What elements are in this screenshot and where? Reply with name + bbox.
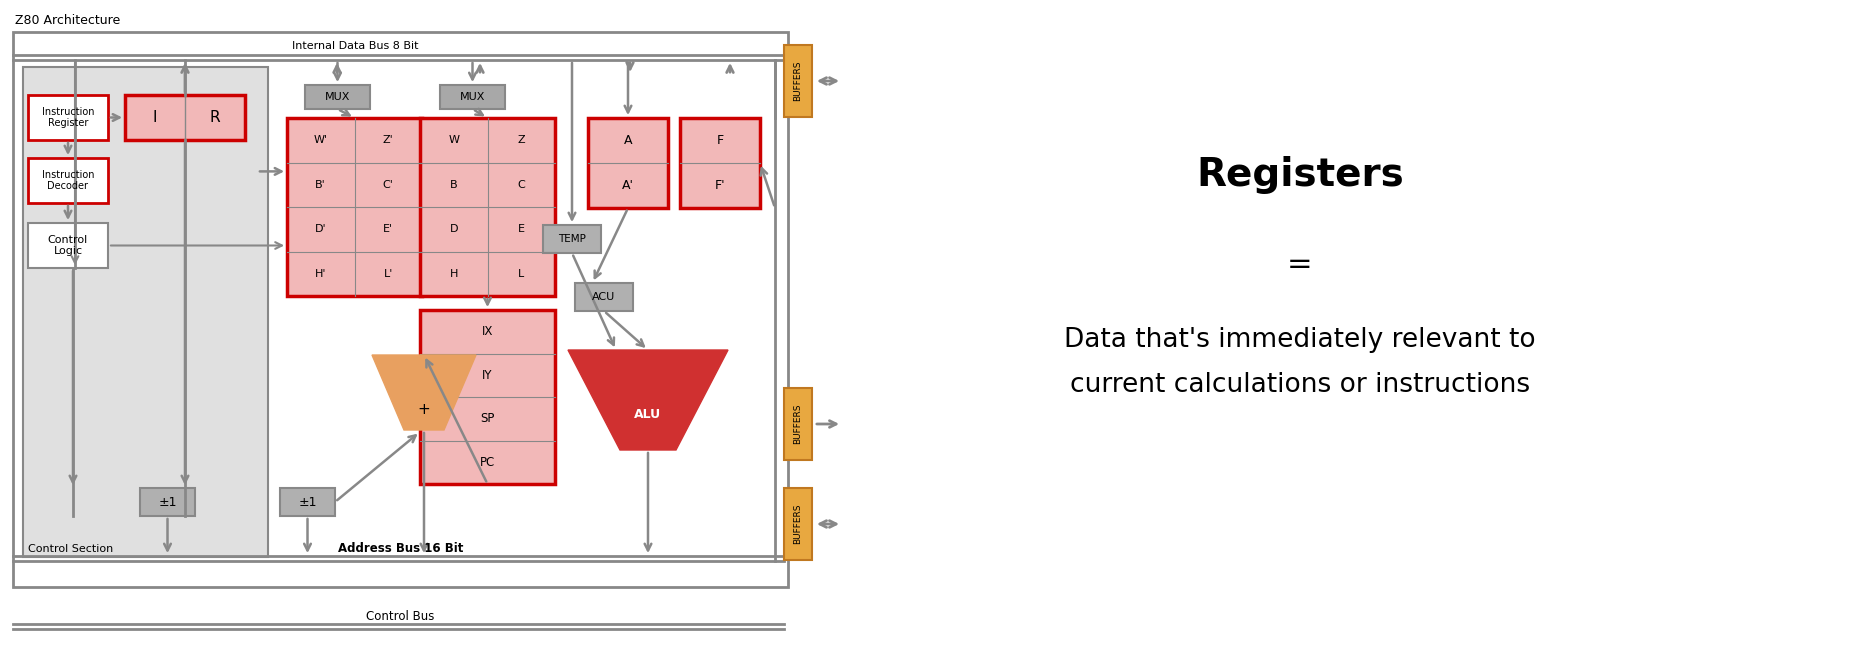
Text: ALU: ALU [634, 409, 662, 421]
Text: Internal Data Bus 8 Bit: Internal Data Bus 8 Bit [292, 41, 419, 51]
Text: Data that's immediately relevant to: Data that's immediately relevant to [1064, 327, 1535, 353]
Text: =: = [1287, 251, 1313, 279]
Bar [13, 32, 787, 587]
Bar [140, 488, 194, 516]
Bar [574, 283, 634, 311]
Bar [421, 310, 555, 484]
Text: H: H [449, 269, 458, 279]
Text: Instruction
Register: Instruction Register [41, 107, 94, 128]
Text: PC: PC [481, 456, 496, 469]
Text: Address Bus 16 Bit: Address Bus 16 Bit [338, 541, 464, 555]
Bar [125, 95, 245, 140]
Text: B': B' [316, 180, 325, 190]
Text: R: R [209, 110, 221, 125]
Polygon shape [372, 355, 477, 430]
Bar [587, 118, 668, 208]
Bar [28, 95, 108, 140]
Bar [784, 488, 812, 560]
Text: L: L [518, 269, 524, 279]
Text: W: W [449, 135, 460, 145]
Bar [305, 85, 370, 109]
Text: Z': Z' [383, 135, 393, 145]
Text: MUX: MUX [325, 92, 350, 102]
Bar [22, 67, 267, 557]
Text: I: I [153, 110, 157, 125]
Text: H': H' [314, 269, 327, 279]
Text: BUFFERS: BUFFERS [793, 404, 802, 444]
Text: current calculations or instructions: current calculations or instructions [1070, 372, 1530, 398]
Text: Z: Z [518, 135, 525, 145]
Text: B: B [451, 180, 458, 190]
Text: Control Section: Control Section [28, 544, 114, 554]
Text: E': E' [383, 224, 393, 234]
Text: D': D' [314, 224, 327, 234]
Text: E: E [518, 224, 525, 234]
Text: L': L' [383, 269, 393, 279]
Text: BUFFERS: BUFFERS [793, 504, 802, 544]
Text: D: D [449, 224, 458, 234]
Text: Instruction
Decoder: Instruction Decoder [41, 170, 94, 192]
Text: C: C [518, 180, 525, 190]
Text: MUX: MUX [460, 92, 484, 102]
Text: F: F [716, 134, 724, 147]
Text: +: + [417, 401, 430, 417]
Text: SP: SP [481, 412, 496, 425]
Text: ±1: ±1 [297, 496, 316, 509]
Bar [28, 223, 108, 268]
Text: TEMP: TEMP [557, 234, 585, 244]
Text: W': W' [314, 135, 327, 145]
Bar [784, 45, 812, 117]
Text: ±1: ±1 [159, 496, 178, 509]
Bar [280, 488, 335, 516]
Text: IY: IY [482, 369, 494, 382]
Bar [28, 158, 108, 203]
Bar [784, 388, 812, 460]
Bar [542, 225, 600, 253]
Text: A: A [625, 134, 632, 147]
Bar [421, 118, 555, 296]
Text: C': C' [383, 180, 395, 190]
Text: Control
Logic: Control Logic [49, 234, 88, 257]
Bar [439, 85, 505, 109]
Text: A': A' [623, 179, 634, 192]
Text: Z80 Architecture: Z80 Architecture [15, 13, 120, 27]
Text: ACU: ACU [593, 292, 615, 302]
Text: Control Bus: Control Bus [367, 610, 434, 624]
Text: IX: IX [482, 325, 494, 338]
Text: BUFFERS: BUFFERS [793, 61, 802, 101]
Text: F': F' [714, 179, 726, 192]
Bar [681, 118, 759, 208]
Bar [286, 118, 423, 296]
Text: Registers: Registers [1197, 156, 1404, 194]
Polygon shape [568, 350, 727, 450]
